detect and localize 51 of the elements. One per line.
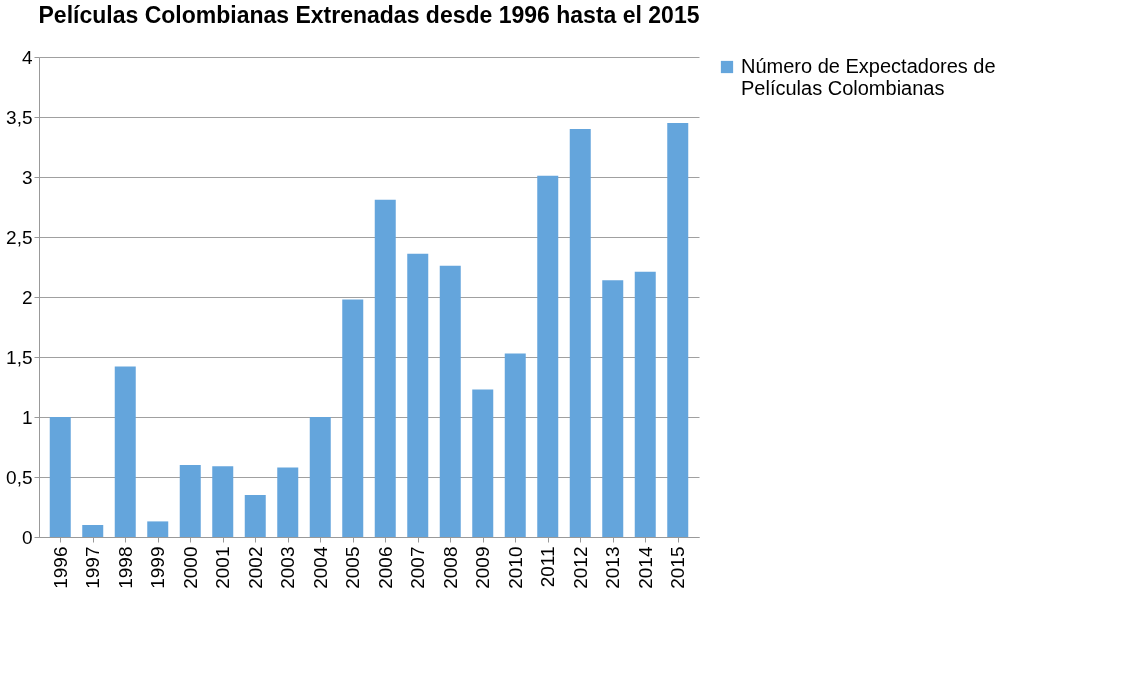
y-tick-label: 1	[21, 406, 33, 428]
y-tick-label: 0,5	[6, 466, 33, 488]
x-tick-label: 2014	[634, 546, 656, 589]
x-tick-label: 1999	[147, 546, 169, 589]
x-tick-label: 2012	[569, 546, 591, 589]
x-tick-label: 2006	[374, 546, 396, 589]
bar	[342, 299, 364, 537]
y-tick-label: 3,5	[6, 106, 33, 128]
bar	[179, 465, 201, 537]
bar	[309, 417, 331, 537]
y-tick-label: 2,5	[6, 226, 33, 248]
bar	[49, 417, 71, 537]
bar	[407, 253, 429, 537]
bar	[374, 199, 396, 537]
bar	[537, 175, 559, 537]
x-tick-label: 1997	[82, 546, 104, 589]
bar	[439, 265, 461, 537]
bar	[667, 123, 689, 537]
bar	[82, 525, 104, 537]
y-tick-label: 1,5	[6, 346, 33, 368]
bar	[602, 280, 624, 537]
x-tick-label: 1998	[114, 546, 136, 589]
x-tick-label: 2009	[472, 546, 494, 589]
chart-title: Películas Colombianas Extrenadas desde 1996 hasta el 2015	[38, 2, 700, 28]
bar	[244, 495, 266, 537]
x-tick-label: 2013	[602, 546, 624, 589]
x-tick-label: 2004	[309, 546, 331, 589]
x-tick-label: 2001	[212, 546, 234, 589]
x-tick-label: 2010	[504, 546, 526, 589]
y-tick-label: 3	[21, 166, 33, 188]
x-tick-label: 2005	[342, 546, 364, 589]
y-tick-label: 4	[21, 46, 33, 68]
legend-label: Número de Expectadores de Películas Colombianas	[741, 55, 996, 99]
bar	[212, 466, 234, 537]
x-tick-label: 2008	[439, 546, 461, 589]
x-tick-label: 2015	[667, 546, 689, 589]
bar	[114, 366, 136, 537]
bar	[569, 129, 591, 537]
x-tick-label: 1996	[49, 546, 71, 589]
bar	[504, 353, 526, 537]
bar	[634, 271, 656, 537]
bar	[147, 521, 169, 537]
x-tick-label: 2000	[179, 546, 201, 589]
y-tick-label: 2	[21, 286, 33, 308]
x-tick-label: 2002	[244, 546, 266, 589]
x-tick-label: 2003	[277, 546, 299, 589]
bar	[472, 389, 494, 537]
x-tick-label: 2011	[537, 546, 559, 588]
bar	[277, 467, 299, 537]
x-tick-label: 2007	[407, 546, 429, 589]
y-tick-label: 0	[21, 526, 33, 548]
